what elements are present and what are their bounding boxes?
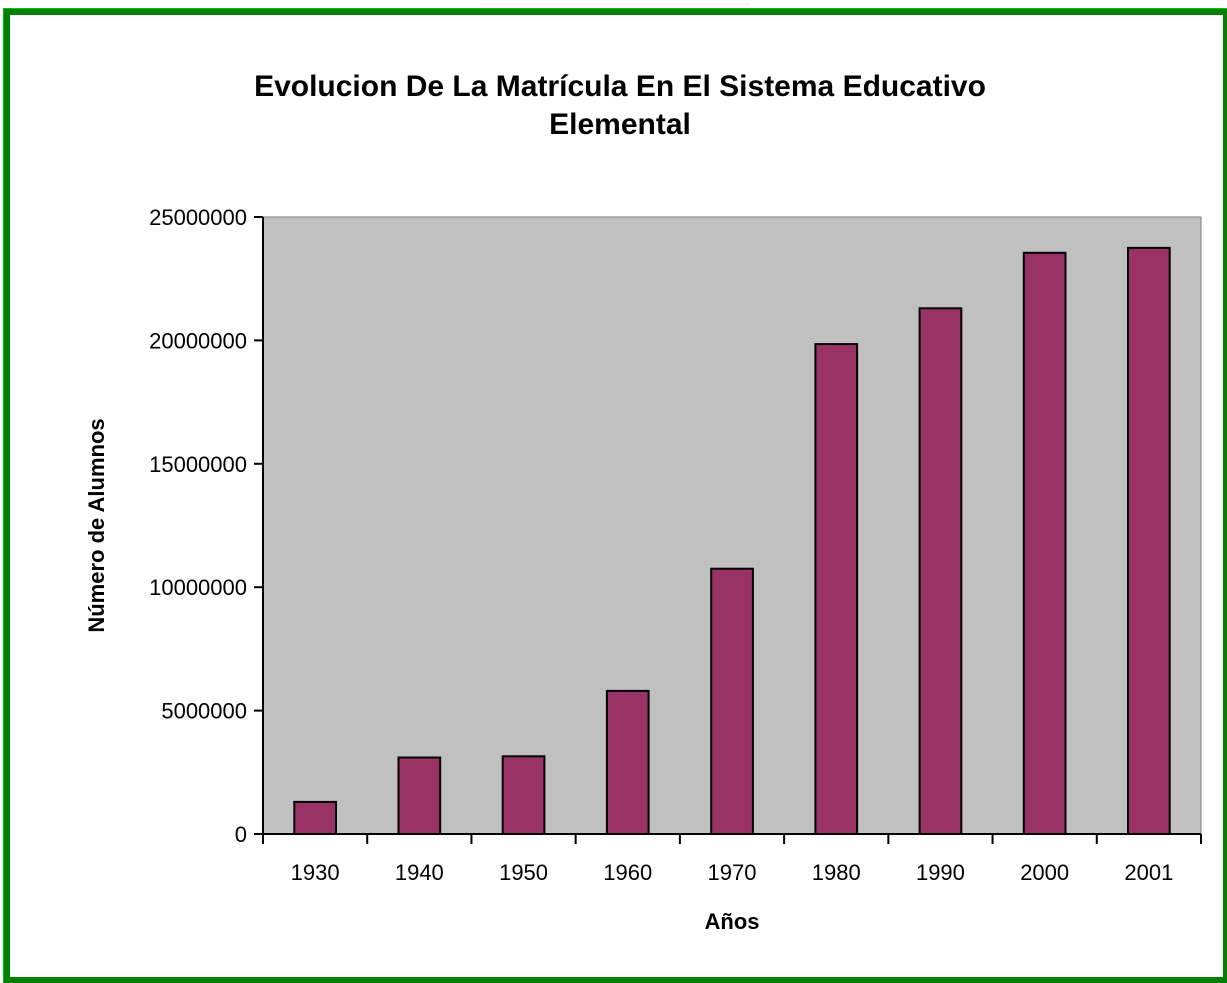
bar-2001 — [1127, 246, 1171, 835]
bar-1980 — [814, 343, 859, 835]
x-tick-label: 1960 — [603, 860, 652, 885]
y-tick-label: 20000000 — [149, 328, 247, 353]
y-axis: 0 5000000 10000000 15000000 20000000 25000000 — [149, 205, 264, 847]
y-axis-title: Número de Alumnos — [84, 418, 109, 632]
chart-title-line-1: Evolucion De La Matrícula En El Sistema … — [254, 70, 986, 103]
x-tick-label: 1970 — [708, 860, 757, 885]
chart-title: Evolucion De La Matrícula En El Sistema … — [180, 68, 1060, 144]
x-tick-label: 2000 — [1020, 860, 1069, 885]
bar-1940 — [397, 756, 442, 835]
bar-1960 — [605, 689, 650, 836]
y-tick-label: 0 — [235, 822, 247, 847]
y-tick-label: 5000000 — [161, 699, 247, 724]
x-tick-label: 1940 — [395, 860, 444, 885]
x-tick-label: 1990 — [916, 860, 965, 885]
y-tick-label: 15000000 — [149, 452, 247, 477]
bar-2000 — [1022, 251, 1067, 836]
bar-1990 — [918, 307, 963, 835]
bar-1930 — [293, 800, 337, 836]
chart-title-line-2: Elemental — [549, 108, 691, 141]
bar-1950 — [501, 755, 546, 835]
x-axis: 1930 1940 1950 1960 1970 1980 1990 2000 2001 — [262, 833, 1202, 885]
y-tick-label: 25000000 — [149, 205, 247, 230]
x-axis-title: Años — [705, 909, 760, 934]
y-tick-label: 10000000 — [149, 575, 247, 600]
x-tick-label: 1950 — [499, 860, 548, 885]
bars-group — [293, 246, 1171, 836]
bar-1970 — [710, 567, 754, 835]
x-tick-label: 1930 — [291, 860, 340, 885]
x-tick-label: 2001 — [1124, 860, 1173, 885]
top-clipped-area — [480, 0, 750, 6]
x-tick-label: 1980 — [812, 860, 861, 885]
